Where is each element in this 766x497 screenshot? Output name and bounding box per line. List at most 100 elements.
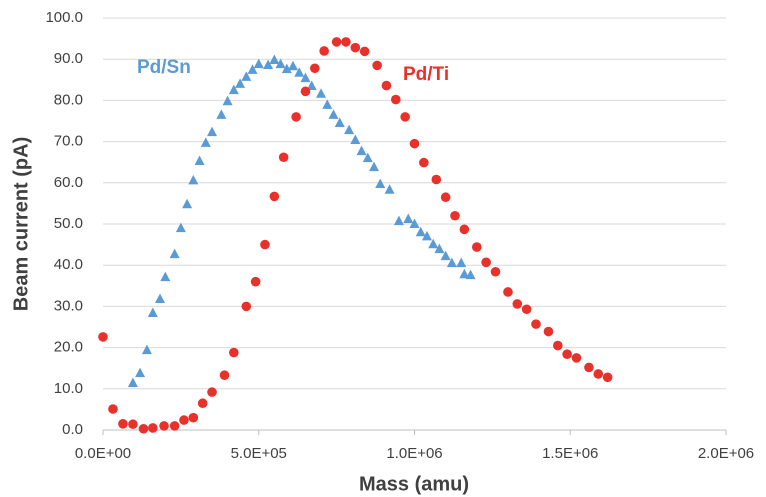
circle-marker (188, 412, 199, 423)
circle-marker (431, 174, 442, 185)
circle-marker (359, 46, 370, 57)
triangle-marker (169, 248, 180, 259)
circle-marker (543, 326, 554, 337)
triangle-marker (375, 178, 386, 189)
circle-marker (440, 192, 451, 203)
triangle-marker (403, 213, 414, 224)
circle-marker (269, 191, 280, 202)
series-label: Pd/Ti (403, 64, 449, 85)
circle-marker (341, 37, 351, 47)
triangle-marker (415, 226, 426, 237)
triangle-marker (235, 78, 246, 88)
triangle-marker (328, 109, 339, 119)
circle-marker (450, 210, 460, 221)
circle-marker (584, 362, 594, 373)
triangle-marker (294, 67, 305, 77)
circle-marker (571, 353, 582, 363)
y-tick-label: 70.0 (54, 133, 83, 150)
triangle-marker (300, 72, 311, 83)
circle-marker (250, 276, 261, 287)
triangle-marker (344, 124, 355, 135)
y-tick-label: 20.0 (54, 339, 83, 356)
circle-marker (562, 349, 572, 359)
circle-marker (291, 112, 301, 122)
triangle-marker (306, 80, 317, 90)
circle-marker (602, 372, 613, 383)
x-tick-label: 5.0E+05 (231, 445, 287, 462)
circle-marker (260, 239, 270, 250)
triangle-marker (356, 145, 367, 156)
circle-marker (138, 423, 149, 434)
circle-marker (490, 266, 501, 277)
circle-marker (481, 257, 491, 268)
triangle-marker (241, 71, 252, 81)
circle-marker (400, 112, 410, 122)
y-tick-label: 90.0 (54, 50, 83, 67)
triangle-marker (409, 218, 420, 228)
circle-marker (300, 86, 311, 97)
y-axis-title: Beam current (pA) (10, 137, 32, 311)
triangle-marker (288, 60, 299, 71)
circle-marker (391, 94, 401, 105)
triangle-marker (456, 257, 467, 268)
triangle-marker (263, 59, 274, 69)
circle-marker (159, 421, 169, 431)
circle-marker (381, 80, 392, 91)
y-tick-label: 100.0 (45, 9, 83, 26)
triangle-marker (322, 99, 333, 109)
circle-marker (241, 301, 252, 312)
x-tick-label: 1.5E+06 (542, 445, 598, 462)
triangle-marker (216, 109, 227, 119)
triangle-marker (369, 161, 380, 172)
triangle-marker (147, 307, 158, 317)
circle-marker (278, 152, 289, 163)
triangle-marker (384, 184, 395, 194)
triangle-marker (155, 293, 166, 303)
x-tick-label: 2.0E+06 (698, 445, 754, 462)
circle-marker (179, 415, 189, 425)
circle-marker (310, 63, 320, 74)
circle-marker (229, 347, 239, 358)
triangle-marker (459, 268, 470, 279)
triangle-marker (362, 152, 373, 163)
triangle-marker (207, 126, 218, 137)
y-tick-label: 60.0 (54, 174, 83, 191)
circle-marker (409, 138, 420, 149)
triangle-marker (188, 174, 199, 185)
circle-marker (108, 404, 118, 414)
circle-marker (207, 387, 217, 397)
triangle-marker (228, 84, 239, 95)
x-axis-title: Mass (amu) (359, 473, 469, 495)
x-tick-label: 1.0E+06 (386, 445, 442, 462)
circle-marker (472, 242, 482, 252)
y-tick-label: 0.0 (62, 421, 83, 438)
triangle-marker (281, 63, 292, 74)
triangle-marker (200, 137, 211, 147)
circle-marker (331, 37, 342, 47)
circle-marker (552, 340, 563, 351)
triangle-marker (175, 222, 186, 233)
triangle-marker (141, 344, 152, 355)
circle-marker (197, 398, 208, 409)
circle-marker (169, 421, 180, 431)
circle-marker (118, 419, 128, 429)
y-tick-label: 50.0 (54, 215, 83, 232)
circle-marker (521, 304, 532, 315)
triangle-marker (160, 271, 171, 282)
circle-marker (319, 46, 329, 56)
triangle-marker (428, 238, 439, 249)
triangle-marker (446, 257, 457, 268)
triangle-marker (465, 269, 476, 280)
triangle-marker (350, 134, 361, 144)
y-tick-label: 80.0 (54, 91, 83, 108)
triangle-marker (434, 243, 445, 254)
circle-marker (148, 423, 158, 433)
triangle-marker (194, 155, 205, 165)
triangle-marker (247, 64, 258, 74)
triangle-marker (393, 215, 404, 226)
circle-marker (512, 299, 523, 309)
circle-marker (372, 60, 382, 71)
circle-marker (503, 287, 513, 297)
y-tick-label: 40.0 (54, 256, 83, 273)
